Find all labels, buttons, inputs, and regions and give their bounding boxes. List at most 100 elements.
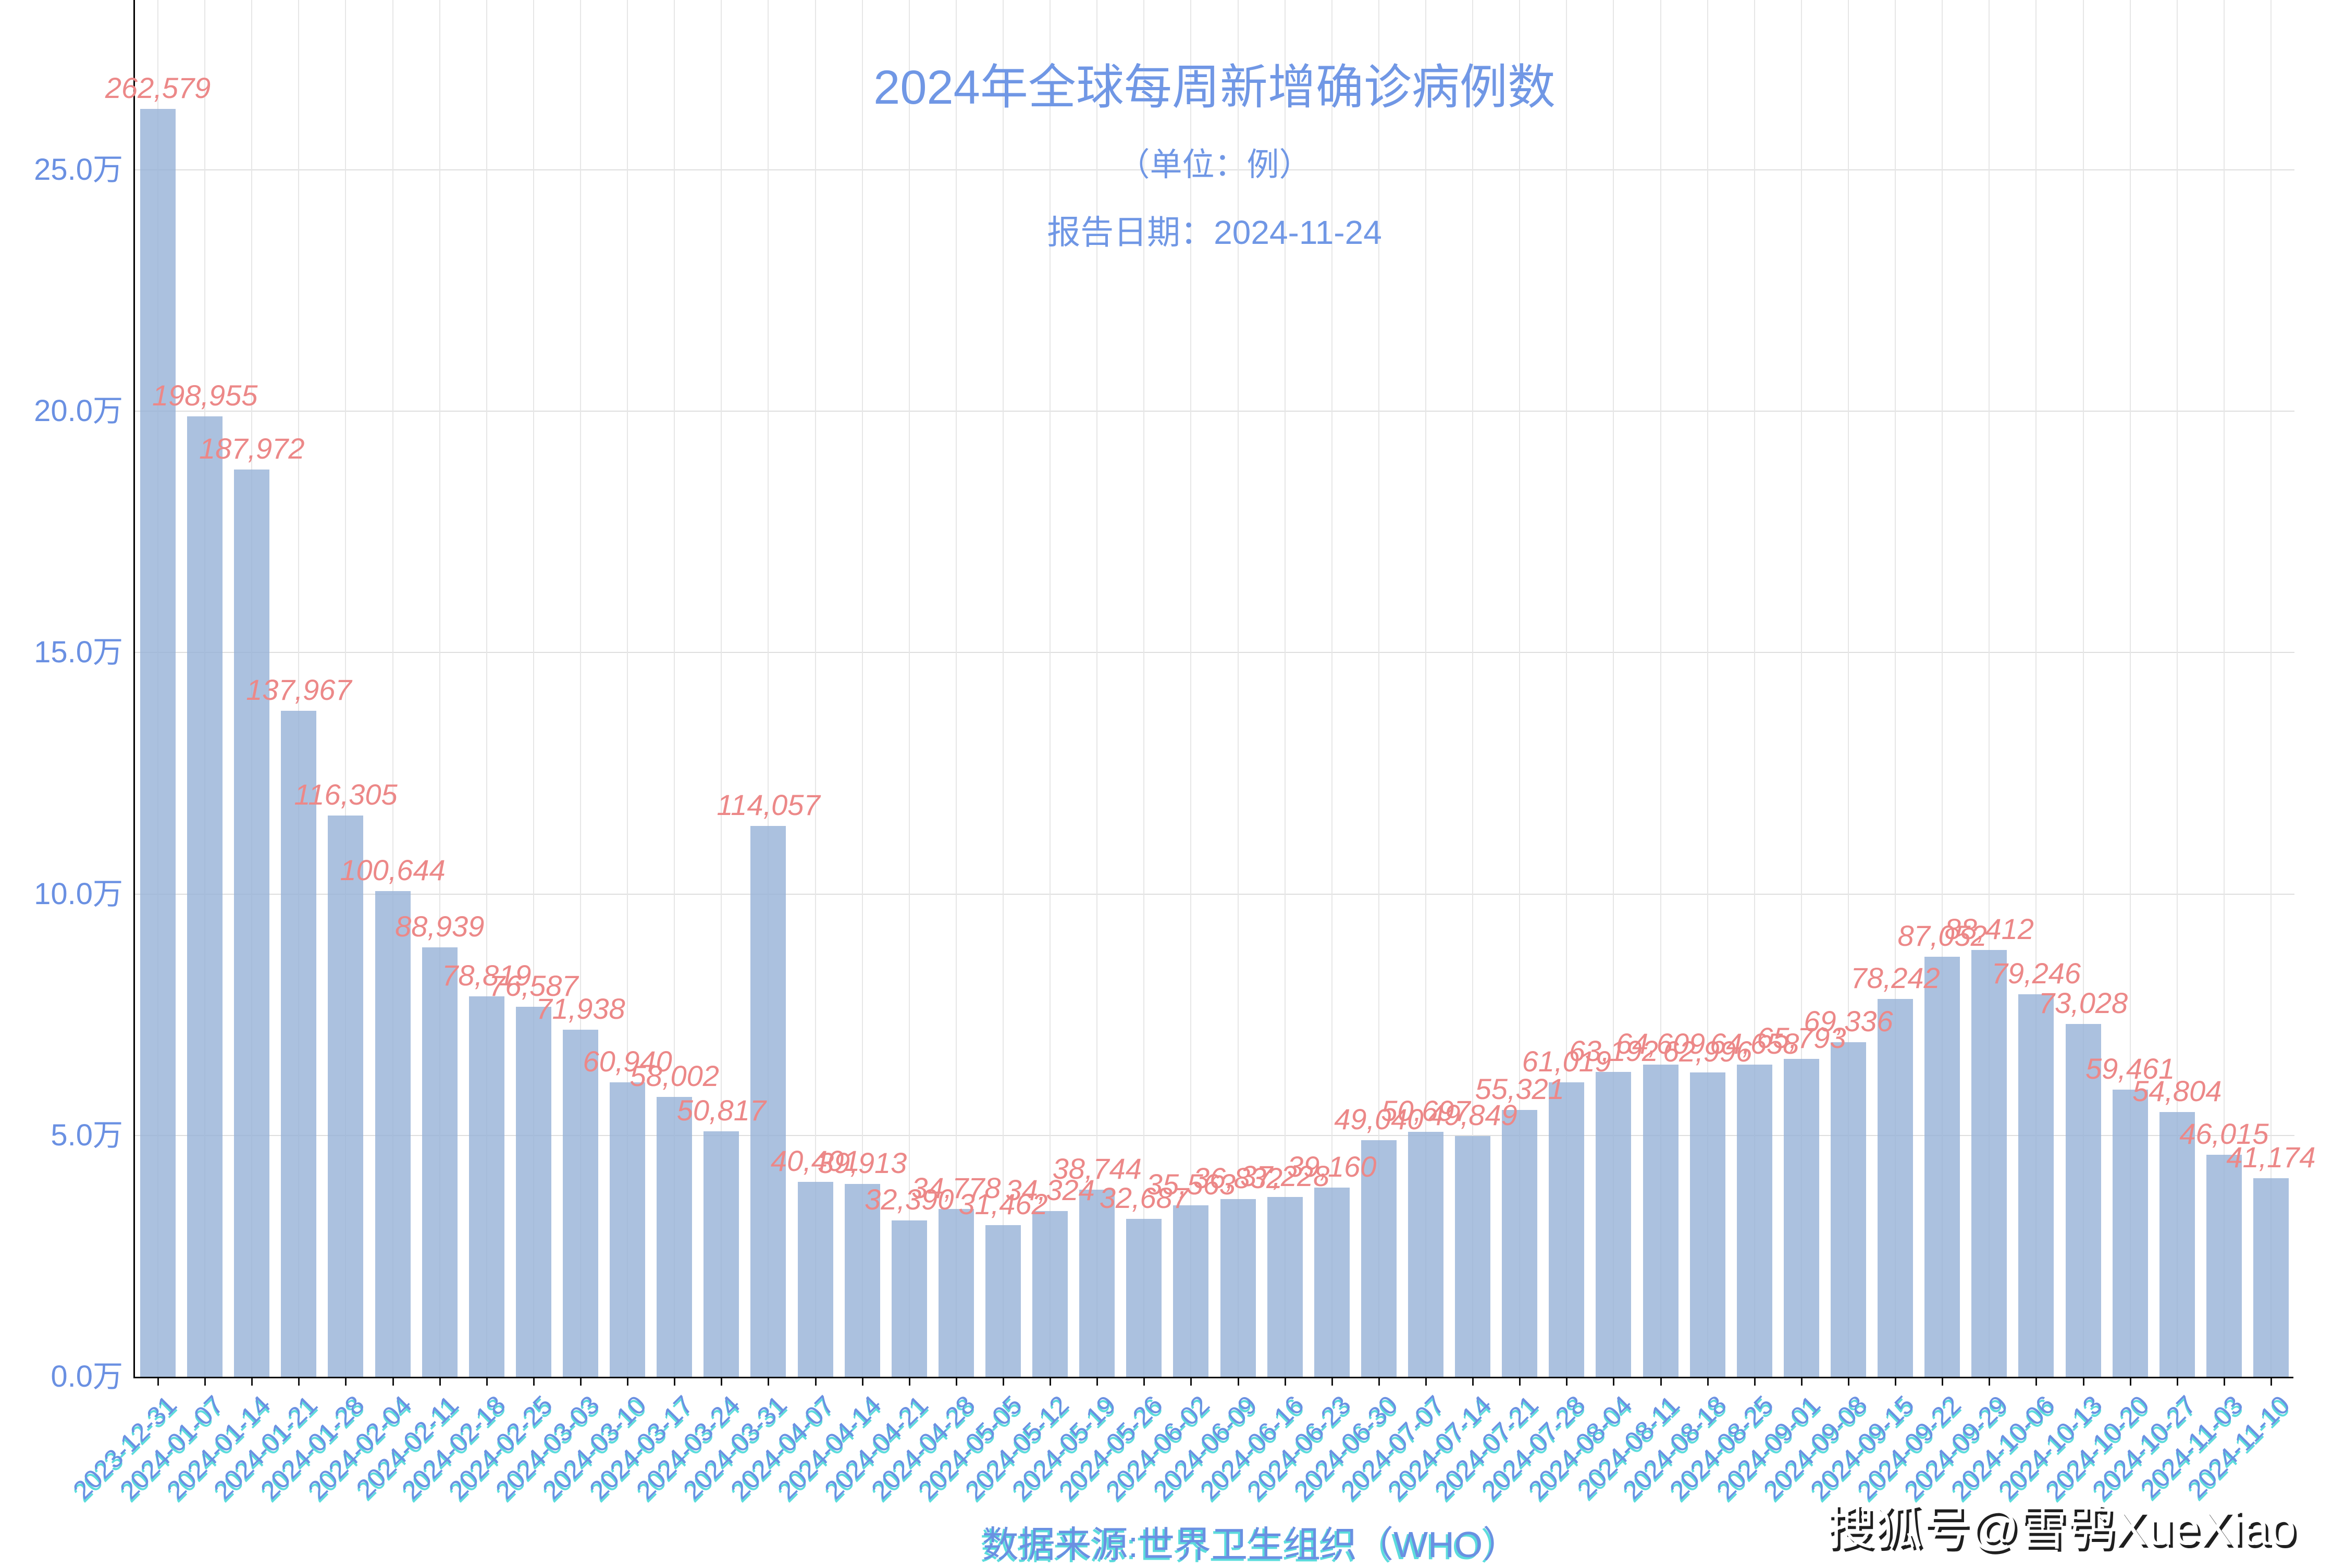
bar xyxy=(2253,1178,2289,1377)
bar-value-label: 88,412 xyxy=(1944,912,2034,945)
vertical-gridline xyxy=(486,0,487,1377)
bar-value-label: 35,563 xyxy=(1146,1167,1236,1201)
vertical-gridline xyxy=(1378,0,1379,1377)
vertical-gridline xyxy=(1613,0,1614,1377)
bar-value-label: 37,228 xyxy=(1240,1159,1330,1193)
bar xyxy=(891,1220,927,1377)
axis-tick-mark xyxy=(439,1378,441,1386)
vertical-gridline xyxy=(1190,0,1192,1377)
vertical-gridline xyxy=(627,0,628,1377)
axis-tick-mark xyxy=(1190,1378,1192,1386)
bar xyxy=(422,947,458,1377)
title-block: 2024年全球每周新增确诊病例数 （单位：例） 报告日期：2024-11-24 xyxy=(134,0,2294,251)
axis-tick-mark xyxy=(674,1378,676,1386)
bar-value-label: 32,390 xyxy=(865,1182,954,1216)
vertical-gridline xyxy=(674,0,675,1377)
chart-subtitle: （单位：例） xyxy=(1117,147,1312,183)
vertical-gridline xyxy=(2223,0,2225,1377)
bar-value-label: 64,609 xyxy=(1615,1027,1706,1060)
y-axis-tick-label: 25.0万 xyxy=(34,153,123,187)
bar xyxy=(985,1225,1021,1377)
vertical-gridline xyxy=(814,0,816,1377)
y-axis-tick-label: 5.0万 xyxy=(51,1118,123,1152)
bar xyxy=(375,891,411,1377)
axis-tick-mark xyxy=(1425,1378,1427,1386)
vertical-gridline xyxy=(1425,0,1426,1377)
bar-value-label: 64,658 xyxy=(1710,1027,1799,1060)
axis-tick-mark xyxy=(1800,1378,1803,1386)
bar xyxy=(2065,1024,2101,1377)
vertical-gridline xyxy=(1800,0,1802,1377)
axis-tick-mark xyxy=(157,1378,159,1386)
vertical-gridline xyxy=(1331,0,1332,1377)
bar xyxy=(2159,1112,2195,1377)
bar-value-label: 87,052 xyxy=(1897,919,1987,952)
bar-value-label: 79,246 xyxy=(1991,956,2081,990)
bar xyxy=(1736,1065,1772,1377)
vertical-gridline xyxy=(1143,0,1145,1377)
axis-tick-mark xyxy=(1519,1378,1521,1386)
bar-value-label: 39,160 xyxy=(1287,1150,1377,1183)
bar xyxy=(1032,1211,1068,1377)
bar xyxy=(750,826,786,1377)
vertical-gridline xyxy=(1284,0,1286,1377)
vertical-gridline xyxy=(580,0,582,1377)
axis-tick-mark xyxy=(814,1378,817,1386)
bar-value-label: 71,938 xyxy=(536,992,625,1025)
axis-tick-mark xyxy=(2223,1378,2225,1386)
y-axis-line xyxy=(133,0,135,1378)
bar xyxy=(1924,956,1960,1377)
vertical-gridline xyxy=(1050,0,1051,1377)
bar-value-label: 198,955 xyxy=(152,378,258,412)
vertical-gridline xyxy=(1003,0,1004,1377)
axis-tick-mark xyxy=(1284,1378,1286,1386)
bar xyxy=(468,996,504,1377)
vertical-gridline xyxy=(1566,0,1568,1377)
axis-tick-mark xyxy=(298,1378,300,1386)
axis-tick-mark xyxy=(1660,1378,1662,1386)
axis-tick-mark xyxy=(580,1378,582,1386)
bar xyxy=(1314,1188,1350,1377)
axis-tick-mark xyxy=(861,1378,863,1386)
bar xyxy=(328,815,364,1377)
vertical-gridline xyxy=(2176,0,2178,1377)
axis-tick-mark xyxy=(1003,1378,1004,1386)
y-axis-tick-label: 15.0万 xyxy=(34,635,123,670)
bar xyxy=(1783,1059,1819,1377)
bar-value-label: 137,967 xyxy=(246,673,352,706)
horizontal-gridline xyxy=(134,893,2294,895)
bar xyxy=(844,1184,880,1377)
horizontal-gridline xyxy=(134,1134,2294,1136)
chart-title: 2024年全球每周新增确诊病例数 xyxy=(873,61,1556,114)
vertical-gridline xyxy=(1942,0,1943,1377)
axis-tick-mark xyxy=(1566,1378,1568,1386)
vertical-gridline xyxy=(392,0,393,1377)
vertical-gridline xyxy=(861,0,863,1377)
bar-value-label: 73,028 xyxy=(2038,986,2128,1020)
bar xyxy=(515,1007,551,1377)
axis-tick-mark xyxy=(251,1378,253,1386)
bar-value-label: 49,849 xyxy=(1428,1098,1517,1132)
bar-value-label: 36,832 xyxy=(1193,1161,1283,1194)
bar-value-label: 78,242 xyxy=(1850,961,1940,995)
bar-value-label: 32,687 xyxy=(1099,1181,1189,1215)
bar xyxy=(140,109,176,1377)
axis-tick-mark xyxy=(1942,1378,1944,1386)
axis-tick-mark xyxy=(2082,1378,2084,1386)
horizontal-gridline xyxy=(134,411,2294,412)
axis-tick-mark xyxy=(204,1378,206,1386)
vertical-gridline xyxy=(1847,0,1849,1377)
x-axis-line xyxy=(133,1377,2293,1378)
bar xyxy=(938,1208,974,1377)
bar-value-label: 34,778 xyxy=(911,1171,1001,1204)
bar-value-label: 46,015 xyxy=(2179,1117,2269,1150)
bar xyxy=(1408,1132,1443,1377)
bar-value-label: 40,401 xyxy=(770,1144,860,1177)
bar-value-label: 54,804 xyxy=(2132,1075,2222,1108)
vertical-gridline xyxy=(1519,0,1521,1377)
bar-value-label: 34,324 xyxy=(1005,1174,1095,1207)
bar-value-label: 41,174 xyxy=(2226,1140,2316,1174)
bar xyxy=(1971,949,2007,1377)
bar-value-label: 39,913 xyxy=(818,1146,907,1180)
